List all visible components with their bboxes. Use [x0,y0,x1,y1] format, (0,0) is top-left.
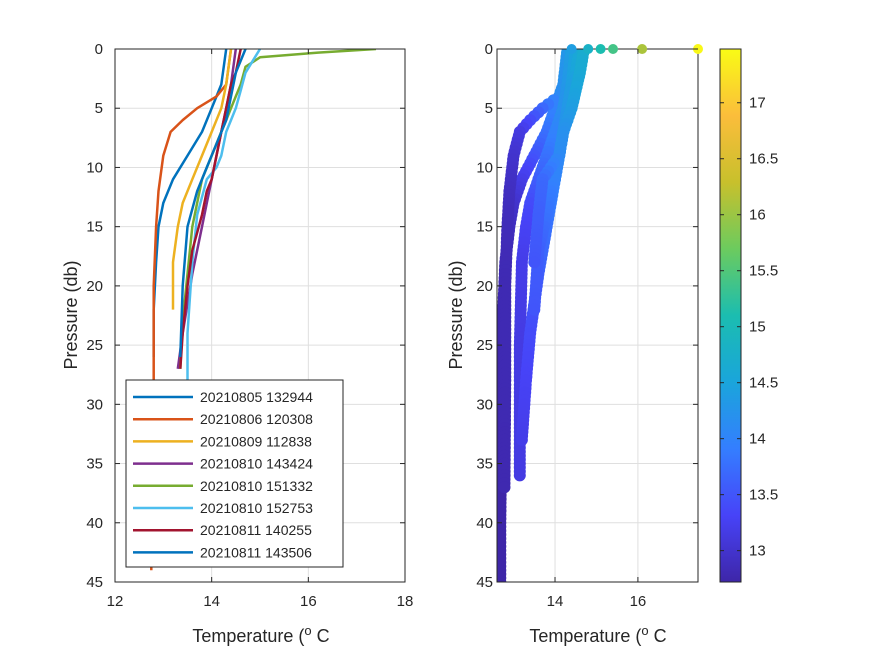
colorbar-tick-label: 17 [749,95,766,112]
scatter-point [528,303,541,316]
scatter-point [515,433,528,446]
colorbar-ticks: 13 13.5 14 14.5 15 15.5 16 16.5 17 [720,95,778,560]
y-tick-label: 10 [86,159,103,176]
surface-points [566,44,703,54]
y-tick-label: 30 [86,396,103,413]
series-line [152,49,228,357]
surface-point [566,44,577,54]
legend-label: 20210811 143506 [200,544,312,560]
x-tick-label: 16 [300,593,317,610]
surface-point [637,44,648,54]
y-tick-label: 5 [485,100,493,117]
tick-marks [497,48,698,583]
y-tick-label: 20 [86,278,103,295]
legend-label: 20210810 143424 [200,456,313,472]
y-axis-label: Pressure (db) [446,260,466,369]
colorbar-tick-label: 13 [749,543,766,560]
y-tick-label: 25 [476,337,493,354]
scatter-chart-panel: 14 16 0 5 10 15 20 25 30 35 40 45 Temperature (o C… [446,41,778,646]
y-tick-label: 0 [485,41,493,58]
scatter-point [528,256,541,269]
y-tick-label: 45 [476,574,493,591]
series-line [179,49,242,369]
x-axis-label: Temperature (o C [529,623,666,646]
series-line [179,49,247,358]
y-tick-label: 40 [86,515,103,532]
y-tick-label: 5 [95,100,103,117]
colorbar: 13 13.5 14 14.5 15 15.5 16 16.5 17 [719,48,778,583]
y-tick-label: 35 [476,456,493,473]
y-tick-label: 45 [86,574,103,591]
colorbar-tick-label: 15 [749,319,766,336]
x-tick-label: 14 [203,593,220,610]
y-tick-label: 15 [476,219,493,236]
y-tick-label: 10 [476,159,493,176]
y-axis-label: Pressure (db) [61,260,81,369]
surface-point [583,44,594,54]
line-chart-panel: 12 14 16 18 0 5 10 15 20 25 30 35 40 45 Temperature … [61,41,413,646]
colorbar-gradient [719,48,742,583]
scatter-points [497,49,590,582]
y-tick-labels: 0 5 10 15 20 25 30 35 40 45 [476,41,493,591]
legend-label: 20210809 112838 [200,433,312,449]
surface-point [608,44,618,54]
y-tick-label: 0 [95,41,103,58]
y-tick-label: 30 [476,396,493,413]
legend-box [125,379,344,568]
axes-box [114,48,406,583]
scatter-point [497,576,507,582]
y-tick-label: 15 [86,219,103,236]
x-tick-labels: 12 14 16 18 [107,593,414,610]
x-tick-labels: 14 16 [547,593,647,610]
legend-label: 20210810 151332 [200,478,313,494]
x-axis-label: Temperature (o C [192,623,329,646]
series-line [186,49,262,381]
colorbar-tick-label: 15.5 [749,263,778,280]
x-tick-label: 16 [630,593,647,610]
legend: 20210805 132944 20210806 120308 20210809 1… [125,379,344,568]
colorbar-tick-label: 14 [749,431,766,448]
y-tick-labels: 0 5 10 15 20 25 30 35 40 45 [86,41,103,591]
y-tick-label: 35 [86,456,103,473]
colorbar-tick-label: 14.5 [749,375,778,392]
colorbar-tick-label: 16.5 [749,151,778,168]
scatter-point [498,481,511,494]
x-tick-label: 12 [107,593,124,610]
x-tick-label: 14 [547,593,564,610]
x-tick-label: 18 [397,593,414,610]
surface-point [595,44,606,54]
colorbar-tick-label: 16 [749,207,766,224]
y-tick-label: 20 [476,278,493,295]
series-line [171,49,233,310]
colorbar-tick-label: 13.5 [749,487,778,504]
legend-label: 20210810 152753 [200,500,313,516]
tick-marks [114,48,406,583]
series-lines [150,49,377,571]
legend-label: 20210805 132944 [200,389,313,405]
scatter-point [513,469,526,482]
legend-label: 20210811 140255 [200,522,312,538]
y-tick-label: 40 [476,515,493,532]
y-tick-label: 25 [86,337,103,354]
legend-label: 20210806 120308 [200,411,313,427]
